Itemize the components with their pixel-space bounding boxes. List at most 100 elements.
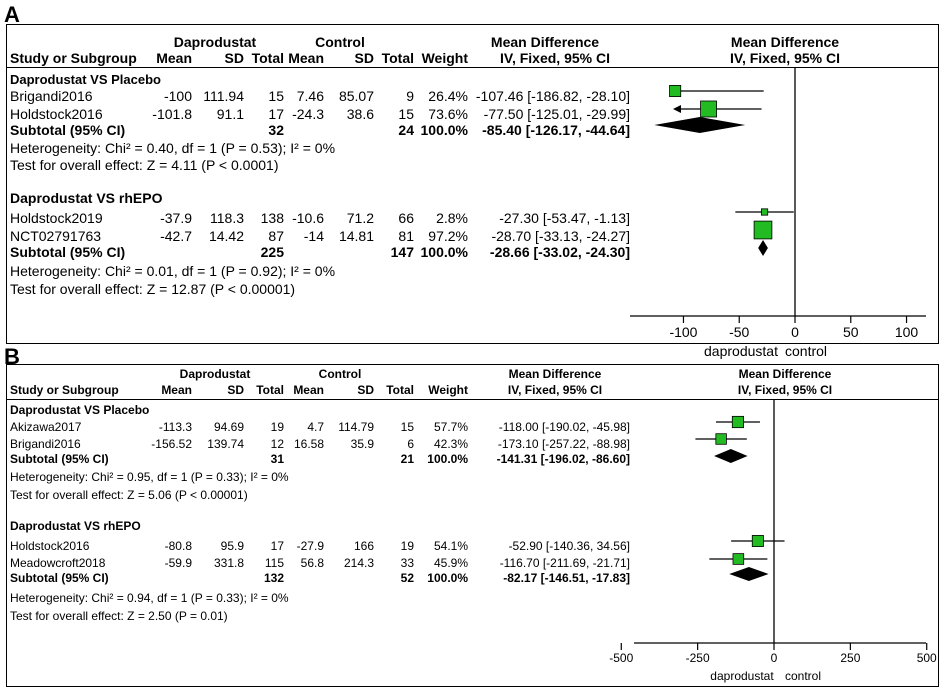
study-marker xyxy=(731,415,745,429)
heterogeneity-text: Heterogeneity: Chi² = 0.94, df = 1 (P = … xyxy=(10,591,289,605)
plot-method-header: IV, Fixed, 95% CI xyxy=(737,383,833,397)
mean2-header: Mean xyxy=(288,50,324,66)
panel-label: B xyxy=(4,344,20,369)
group1-header: Daprodustat xyxy=(179,367,251,381)
weight-value: 57.7% xyxy=(433,420,468,434)
subtotal-total1: 132 xyxy=(263,571,284,585)
ci-value: -28.70 [-33.13, -24.27] xyxy=(491,228,630,244)
subtotal-diamond xyxy=(714,449,748,463)
subtotal-total2: 147 xyxy=(390,244,414,260)
mean1-header: Mean xyxy=(156,50,192,66)
mean2-value: 16.58 xyxy=(293,437,324,451)
total2-value: 6 xyxy=(407,437,414,451)
x-tick-label: 250 xyxy=(840,651,860,665)
study-marker xyxy=(753,220,773,240)
mean1-header: Mean xyxy=(161,383,192,397)
sd1-value: 95.9 xyxy=(220,539,244,553)
overall-effect-text: Test for overall effect: Z = 2.50 (P = 0… xyxy=(10,609,228,623)
sd2-value: 214.3 xyxy=(343,556,374,570)
ci-value: -173.10 [-257.22, -88.98] xyxy=(497,437,630,451)
sd2-header: SD xyxy=(357,383,374,397)
sd1-value: 94.69 xyxy=(213,420,244,434)
x-label-right: control xyxy=(785,669,822,683)
total1-value: 115 xyxy=(264,556,284,570)
weight-value: 26.4% xyxy=(428,88,468,104)
study-name: Holdstock2019 xyxy=(10,210,103,226)
subtotal-total2: 21 xyxy=(400,452,414,466)
total1-value: 138 xyxy=(260,210,284,226)
x-label-right: control xyxy=(785,343,828,359)
mean2-value: 7.46 xyxy=(296,88,324,104)
weight-value: 45.9% xyxy=(433,556,468,570)
subtotal-label: Subtotal (95% CI) xyxy=(10,452,109,466)
subtotal-weight: 100.0% xyxy=(420,122,468,138)
total2-header: Total xyxy=(381,50,414,66)
sd1-value: 118.3 xyxy=(210,210,244,226)
group2-header: Control xyxy=(315,34,365,50)
sd2-value: 35.9 xyxy=(350,437,374,451)
mean1-value: -59.9 xyxy=(164,556,192,570)
sd1-value: 14.42 xyxy=(208,228,244,244)
sd1-value: 331.8 xyxy=(213,556,244,570)
x-tick-label: -500 xyxy=(609,651,633,665)
subtotal-total2: 52 xyxy=(400,571,414,585)
mean2-value: 4.7 xyxy=(307,420,324,434)
mean2-value: -27.9 xyxy=(296,539,324,553)
x-tick-label: 0 xyxy=(791,324,799,340)
mean1-value: -113.3 xyxy=(158,420,192,434)
subtotal-diamond xyxy=(758,240,768,256)
panel-frame xyxy=(6,364,939,687)
sd2-value: 38.6 xyxy=(346,106,374,122)
study-name: NCT02791763 xyxy=(10,228,102,244)
plot-header: Mean Difference xyxy=(730,34,840,50)
md-method-header: IV, Fixed, 95% CI xyxy=(507,383,603,397)
study-name: Meadowcroft2018 xyxy=(10,556,106,570)
mean1-value: -80.8 xyxy=(164,539,192,553)
subgroup-title: Daprodustat VS rhEPO xyxy=(10,190,163,206)
total1-value: 87 xyxy=(268,228,284,244)
mean1-value: -156.52 xyxy=(151,437,192,451)
subtotal-weight: 100.0% xyxy=(427,571,468,585)
subtotal-total1: 225 xyxy=(260,244,284,260)
total1-value: 12 xyxy=(270,437,284,451)
sd1-value: 111.94 xyxy=(203,88,244,104)
subtotal-ci: -82.17 [-146.51, -17.83] xyxy=(503,571,630,585)
total2-value: 9 xyxy=(406,88,414,104)
ci-value: -52.90 [-140.36, 34.56] xyxy=(508,539,630,553)
weight-value: 2.8% xyxy=(436,210,468,226)
total1-header: Total xyxy=(251,50,284,66)
md-header: Mean Difference xyxy=(508,367,602,381)
ci-value: -118.00 [-190.02, -45.98] xyxy=(498,420,630,434)
total2-value: 19 xyxy=(400,539,414,553)
study-marker xyxy=(760,208,769,216)
sd1-value: 139.74 xyxy=(207,437,244,451)
mean2-value: 56.8 xyxy=(300,556,324,570)
subtotal-ci: -28.66 [-33.02, -24.30] xyxy=(489,244,630,260)
study-marker xyxy=(669,85,682,97)
x-tick-label: -250 xyxy=(686,651,710,665)
total1-value: 19 xyxy=(270,420,284,434)
weight-value: 54.1% xyxy=(433,539,468,553)
study-name: Brigandi2016 xyxy=(10,88,93,104)
study-marker xyxy=(715,433,727,445)
total2-value: 15 xyxy=(398,106,414,122)
total1-header: Total xyxy=(256,383,284,397)
subtotal-total1: 31 xyxy=(270,452,284,466)
subtotal-label: Subtotal (95% CI) xyxy=(10,571,109,585)
mean2-value: -24.3 xyxy=(292,106,324,122)
subtotal-diamond xyxy=(654,117,746,133)
study-column-header: Study or Subgroup xyxy=(10,383,119,397)
sd2-value: 14.81 xyxy=(338,228,374,244)
weight-value: 73.6% xyxy=(428,106,468,122)
study-marker xyxy=(732,553,745,565)
subtotal-weight: 100.0% xyxy=(427,452,468,466)
overall-effect-text: Test for overall effect: Z = 4.11 (P < 0… xyxy=(10,157,279,173)
ci-value: -27.30 [-53.47, -1.13] xyxy=(499,210,630,226)
weight-header: Weight xyxy=(421,50,468,66)
sd1-header: SD xyxy=(224,50,244,66)
md-method-header: IV, Fixed, 95% CI xyxy=(500,50,610,66)
sd2-value: 85.07 xyxy=(338,88,374,104)
heterogeneity-text: Heterogeneity: Chi² = 0.01, df = 1 (P = … xyxy=(10,263,336,279)
total1-value: 17 xyxy=(270,539,284,553)
mean1-value: -37.9 xyxy=(160,210,192,226)
